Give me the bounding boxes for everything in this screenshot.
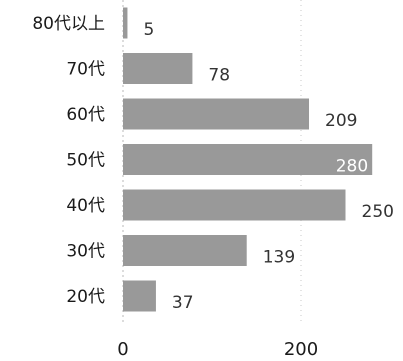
bar-0 bbox=[123, 7, 128, 39]
value-label-2: 209 bbox=[325, 111, 357, 131]
bar-5 bbox=[123, 235, 247, 266]
bar-4 bbox=[123, 189, 346, 221]
category-labels: 80代以上 70代 60代 50代 40代 30代 20代 bbox=[32, 14, 105, 307]
bar-6 bbox=[123, 280, 156, 312]
x-axis-ticks: 0 200 bbox=[117, 339, 318, 360]
value-label-4: 250 bbox=[362, 202, 394, 222]
category-label-4: 40代 bbox=[66, 196, 105, 216]
x-tick-label-0: 0 bbox=[117, 339, 128, 360]
x-tick-label-200: 200 bbox=[284, 339, 318, 360]
category-label-5: 30代 bbox=[66, 242, 105, 262]
category-label-3: 50代 bbox=[66, 151, 105, 171]
bar-2 bbox=[123, 98, 310, 130]
bars bbox=[123, 7, 373, 312]
value-label-3: 280 bbox=[336, 157, 368, 177]
bar-1 bbox=[123, 53, 193, 84]
value-label-6: 37 bbox=[172, 293, 194, 313]
category-label-1: 70代 bbox=[66, 60, 105, 80]
category-label-0: 80代以上 bbox=[32, 14, 105, 34]
value-label-1: 78 bbox=[208, 66, 230, 86]
value-labels: 5 78 209 280 250 139 37 bbox=[143, 20, 394, 313]
category-label-6: 20代 bbox=[66, 287, 105, 307]
category-label-2: 60代 bbox=[66, 105, 105, 125]
value-label-5: 139 bbox=[263, 248, 295, 268]
value-label-0: 5 bbox=[143, 20, 154, 40]
bar-3 bbox=[123, 144, 373, 175]
